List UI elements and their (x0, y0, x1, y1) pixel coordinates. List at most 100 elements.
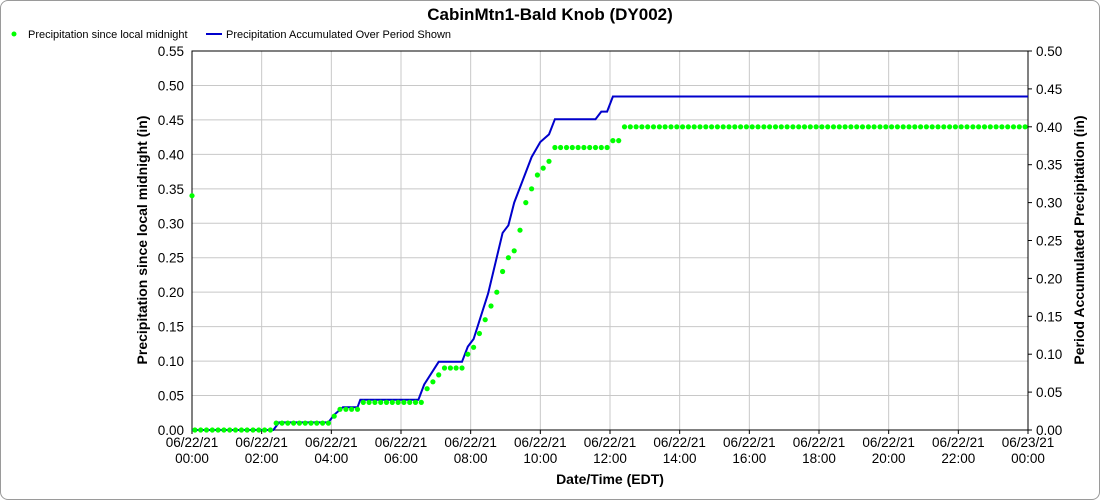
precip-point (320, 420, 326, 426)
precip-point (453, 365, 459, 371)
precip-point (987, 124, 993, 130)
precip-point (848, 124, 854, 130)
precip-point (825, 124, 831, 130)
legend-marker-midnight (11, 31, 17, 37)
precip-point (918, 124, 924, 130)
x-tick-time: 22:00 (941, 451, 975, 466)
precip-point (877, 124, 883, 130)
right-tick-label: 0.10 (1036, 347, 1062, 362)
x-tick-date: 06/22/21 (932, 435, 985, 450)
x-tick-date: 06/22/21 (235, 435, 288, 450)
x-tick-time: 08:00 (454, 451, 488, 466)
precip-point (552, 144, 558, 151)
precip-point (697, 124, 703, 130)
precip-point (389, 399, 395, 405)
grid (191, 50, 1029, 431)
left-tick-label: 0.15 (158, 320, 184, 335)
precip-point (291, 420, 297, 426)
precip-point (262, 427, 268, 433)
x-tick-time: 02:00 (245, 451, 279, 466)
precip-point (889, 124, 895, 130)
x-tick-time: 06:00 (384, 451, 418, 466)
precip-point (238, 427, 244, 433)
right-axis-title: Period Accumulated Precipitation (in) (1071, 115, 1087, 364)
precip-point (604, 144, 610, 151)
precip-point (296, 420, 302, 426)
precip-point (645, 124, 651, 130)
left-tick-label: 0.20 (158, 285, 184, 300)
precip-point (424, 386, 430, 392)
precip-point (256, 427, 262, 433)
precip-point (447, 365, 453, 371)
precip-point (331, 413, 337, 419)
precip-point (189, 193, 195, 199)
precip-point (854, 124, 860, 130)
precip-point (906, 124, 912, 130)
left-tick-label: 0.25 (158, 251, 184, 266)
precip-point (500, 268, 506, 275)
precip-point (616, 138, 622, 144)
precip-point (883, 124, 889, 130)
precip-point (558, 144, 564, 151)
precip-point (203, 427, 210, 433)
precip-point (325, 420, 331, 426)
precip-point (250, 427, 256, 433)
x-tick-time: 00:00 (175, 451, 209, 466)
precip-point (511, 248, 517, 254)
x-tick-time: 20:00 (872, 451, 906, 466)
precip-point (947, 124, 953, 130)
precip-point (761, 124, 767, 130)
precip-point (581, 144, 587, 151)
chart-title: CabinMtn1-Bald Knob (DY002) (427, 5, 673, 24)
precip-point (859, 124, 866, 130)
legend-label-accumulated: Precipitation Accumulated Over Period Sh… (226, 29, 451, 41)
precip-point (546, 158, 552, 164)
precip-point (900, 124, 906, 130)
precip-point (587, 144, 593, 151)
x-tick-time: 16:00 (732, 451, 766, 466)
precip-point (650, 124, 657, 130)
x-tick-date: 06/22/21 (444, 435, 497, 450)
precip-point (198, 427, 204, 433)
precip-point (656, 124, 663, 130)
precip-point (1005, 124, 1011, 130)
x-axis-title: Date/Time (EDT) (556, 471, 664, 487)
axes: 0.00 0.05 0.10 0.15 0.20 0.25 0.30 0.35 0.40 0.45… (158, 44, 1063, 466)
precip-point (709, 124, 715, 130)
left-axis-title: Precipitation since local midnight (in) (134, 116, 150, 365)
precip-point (436, 372, 442, 378)
precip-point (383, 399, 390, 405)
precip-point (627, 124, 633, 130)
left-tick-label: 0.00 (158, 423, 184, 438)
right-tick-label: 0.45 (1036, 82, 1062, 97)
x-tick-date: 06/22/21 (166, 435, 219, 450)
right-tick-label: 0.25 (1036, 234, 1062, 249)
left-tick-label: 0.50 (158, 78, 184, 93)
precip-point (703, 124, 709, 130)
left-tick-label: 0.05 (158, 389, 184, 404)
precip-point (639, 124, 645, 130)
precip-point (668, 124, 674, 130)
precip-point (244, 427, 250, 433)
x-tick-time: 12:00 (593, 451, 627, 466)
precip-point (633, 124, 639, 130)
precip-point (790, 124, 796, 130)
left-tick-label: 0.40 (158, 147, 184, 162)
x-tick-date: 06/22/21 (514, 435, 567, 450)
precip-point (621, 124, 628, 130)
precip-point (714, 124, 721, 130)
x-tick-date: 06/22/21 (584, 435, 637, 450)
precip-point (935, 124, 941, 130)
precip-point (273, 420, 279, 426)
right-tick-label: 0.05 (1036, 385, 1062, 400)
precip-point (302, 420, 308, 426)
left-tick-label: 0.55 (158, 44, 184, 59)
precip-point (842, 124, 848, 130)
x-tick-time: 18:00 (802, 451, 836, 466)
precip-point (784, 124, 790, 130)
precip-point (923, 124, 930, 130)
precip-point (720, 124, 726, 130)
x-tick-time: 10:00 (523, 451, 557, 466)
precip-point (529, 186, 535, 192)
